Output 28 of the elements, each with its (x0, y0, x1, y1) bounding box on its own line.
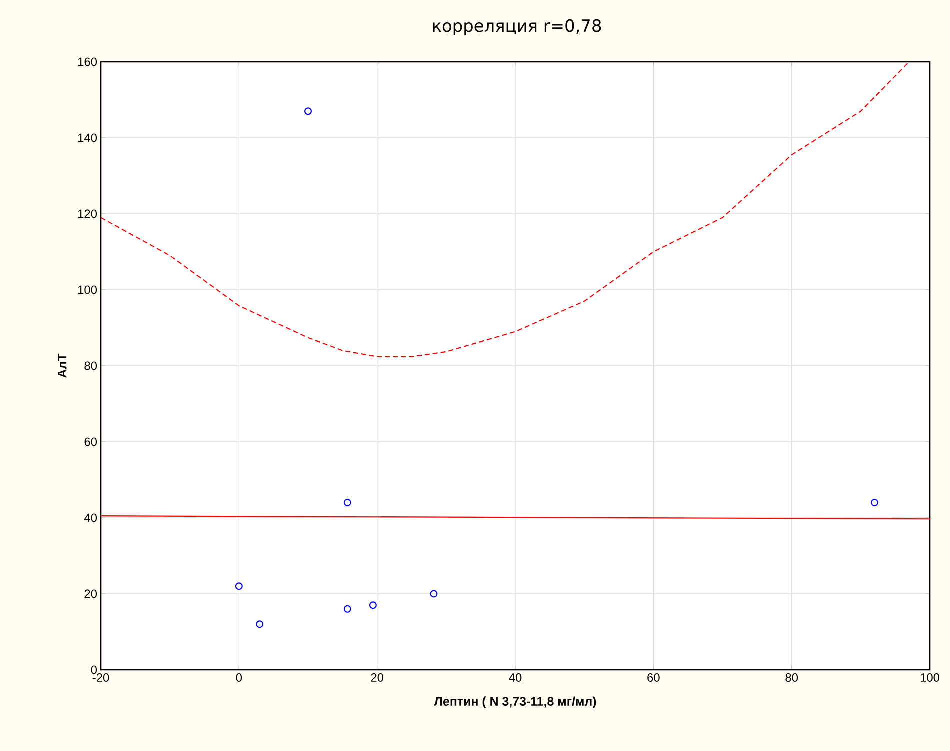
point (344, 605, 352, 613)
y-tick-label: 60 (84, 438, 98, 446)
y-tick-label: 80 (84, 362, 98, 370)
x-tick-label: -20 (92, 674, 110, 682)
x-tick-label: 20 (371, 674, 384, 682)
y-tick-label: 120 (78, 210, 98, 218)
point (304, 108, 312, 116)
point (235, 582, 243, 590)
y-tick-label: 40 (84, 514, 98, 522)
y-tick-label: 20 (84, 590, 98, 598)
x-tick-label: 0 (236, 674, 242, 682)
chart-title: корреляция r=0,78 (433, 19, 602, 36)
line-series (101, 62, 910, 358)
x-tick-label: 60 (648, 674, 660, 682)
y-tick-label: 160 (78, 58, 98, 66)
y-axis-title: АлТ (58, 354, 67, 378)
point (870, 499, 878, 507)
point (430, 590, 438, 598)
point (256, 620, 264, 628)
point (344, 499, 352, 507)
y-tick-label: 0 (91, 666, 98, 674)
y-tick-label: 140 (78, 134, 98, 142)
x-tick-label: 40 (509, 674, 522, 682)
x-axis-title: Лептин ( N 3,73-11,8 мг/мл) (434, 696, 596, 708)
x-tick-label: 100 (920, 674, 940, 682)
x-tick-label: 80 (786, 674, 798, 682)
y-tick-label: 100 (78, 286, 98, 294)
point (369, 602, 377, 610)
